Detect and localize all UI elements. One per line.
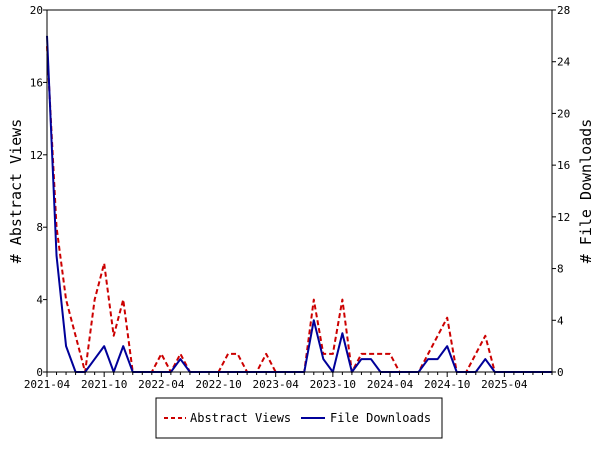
- y-left-tick-label: 16: [30, 76, 43, 89]
- y-right-tick-label: 16: [557, 159, 570, 172]
- x-tick-label: 2024-04: [367, 378, 414, 391]
- x-tick-label: 2022-10: [195, 378, 241, 391]
- y-right-tick-label: 4: [557, 314, 564, 327]
- x-tick-label: 2025-04: [481, 378, 528, 391]
- plot-area: [46, 9, 553, 373]
- legend-label-abstract-views: Abstract Views: [190, 411, 291, 425]
- y-axis-right-label: # File Downloads: [577, 119, 595, 264]
- y-right-tick-label: 28: [557, 4, 570, 17]
- y-right-tick-label: 24: [557, 56, 571, 69]
- y-left-tick-label: 0: [36, 366, 43, 379]
- x-tick-label: 2024-10: [424, 378, 470, 391]
- y-right-tick-label: 12: [557, 211, 570, 224]
- x-tick-label: 2021-10: [81, 378, 127, 391]
- x-tick-label: 2023-04: [252, 378, 299, 391]
- y-left-tick-label: 20: [30, 4, 43, 17]
- y-left-tick-label: 8: [36, 221, 43, 234]
- series-line-abstract-views: [46, 46, 552, 373]
- y-right-tick-label: 0: [557, 366, 564, 379]
- y-right-tick-label: 8: [557, 263, 564, 276]
- y-right-tick-label: 20: [557, 107, 570, 120]
- y-left-tick-label: 4: [36, 294, 43, 307]
- y-axis-left-label: # Abstract Views: [7, 119, 25, 264]
- x-tick-label: 2023-10: [310, 378, 356, 391]
- y-left-tick-label: 12: [30, 149, 43, 162]
- legend-label-file-downloads: File Downloads: [330, 411, 431, 425]
- legend: Abstract Views File Downloads: [155, 397, 443, 439]
- legend-box: [155, 397, 443, 439]
- x-tick-label: 2022-04: [138, 378, 185, 391]
- x-tick-label: 2021-04: [24, 378, 71, 391]
